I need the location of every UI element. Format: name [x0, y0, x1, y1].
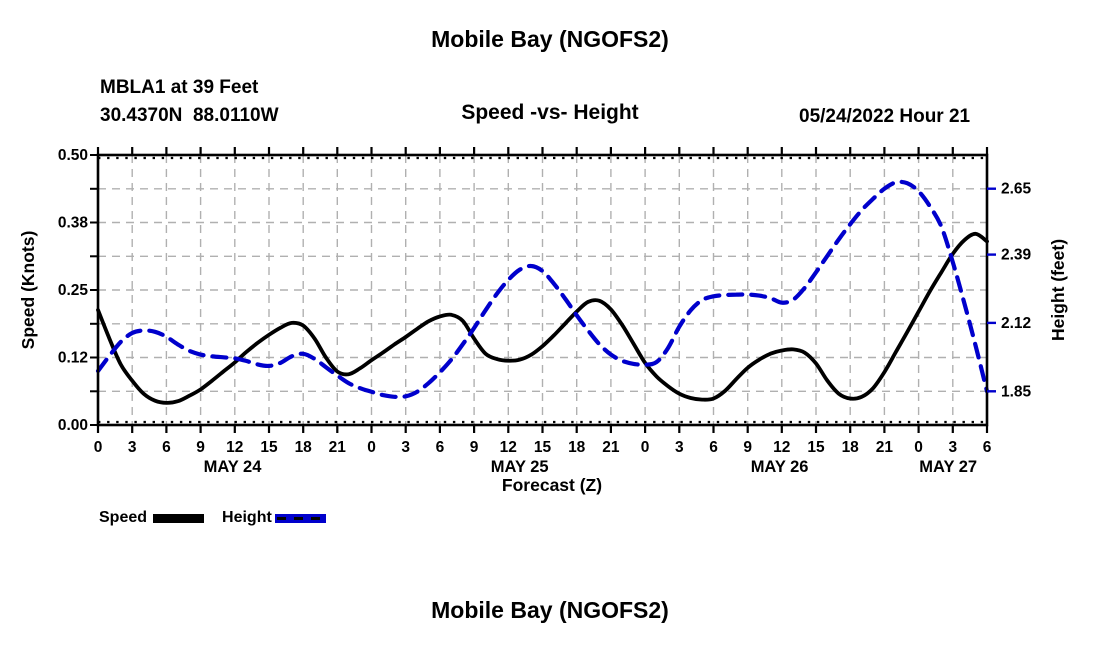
- x-tick-label: 6: [709, 439, 718, 456]
- chart-title-top: Mobile Bay (NGOFS2): [431, 26, 669, 52]
- x-tick-label: 3: [401, 439, 410, 456]
- x-tick-label: 6: [436, 439, 445, 456]
- x-tick-label: 3: [675, 439, 684, 456]
- date-label: MAY 26: [751, 458, 809, 476]
- x-tick-label: 18: [842, 439, 860, 456]
- speed-curve: [96, 231, 989, 405]
- x-tick-label: 15: [807, 439, 825, 456]
- x-tick-label: 9: [743, 439, 752, 456]
- x-tick-label: 12: [773, 439, 790, 456]
- x-tick-label: 3: [948, 439, 957, 456]
- x-tick-label: 9: [196, 439, 205, 456]
- x-tick-label: 15: [534, 439, 552, 456]
- left-axis-title: Speed (Knots): [18, 231, 38, 350]
- x-tick-label: 21: [876, 439, 894, 456]
- right-axis-title: Height (feet): [1048, 239, 1068, 341]
- x-tick-label: 12: [500, 439, 517, 456]
- legend-height-line-swatch: [274, 513, 326, 523]
- date-label: MAY 24: [204, 458, 263, 476]
- x-tick-label: 21: [602, 439, 620, 456]
- x-tick-label: 18: [295, 439, 313, 456]
- right-tick-label: 2.12: [1001, 315, 1031, 332]
- date-label: MAY 27: [919, 458, 977, 476]
- date-label: MAY 25: [491, 458, 549, 476]
- x-tick-label: 12: [226, 439, 243, 456]
- plot-legend: Speed Height: [99, 509, 326, 527]
- chart-title-bottom: Mobile Bay (NGOFS2): [431, 597, 669, 623]
- x-tick-label: 9: [470, 439, 479, 456]
- right-tick-label: 2.39: [1001, 247, 1032, 264]
- left-tick-label: 0.25: [58, 282, 89, 299]
- x-tick-label: 0: [914, 439, 923, 456]
- x-tick-label: 21: [329, 439, 347, 456]
- left-tick-label: 0.00: [58, 417, 88, 434]
- right-tick-label: 1.85: [1001, 383, 1032, 400]
- x-tick-label: 6: [983, 439, 992, 456]
- legend-height-dash-pattern: [276, 516, 324, 520]
- x-tick-label: 18: [568, 439, 586, 456]
- legend-speed-label: Speed: [99, 509, 148, 526]
- station-id: MBLA1 at 39 Feet: [100, 77, 259, 98]
- x-tick-label: 0: [641, 439, 650, 456]
- x-tick-label: 0: [367, 439, 376, 456]
- left-tick-label: 0.38: [58, 215, 89, 232]
- plot-subtitle: Speed -vs- Height: [461, 101, 639, 124]
- x-tick-label: 6: [162, 439, 171, 456]
- legend-height-label: Height: [222, 509, 272, 526]
- height-curve: [95, 179, 990, 400]
- left-tick-label: 0.50: [58, 147, 88, 164]
- right-tick-label: 2.65: [1001, 181, 1032, 198]
- x-tick-label: 15: [260, 439, 278, 456]
- forecast-datetime: 05/24/2022 Hour 21: [799, 106, 971, 127]
- x-tick-label: 0: [94, 439, 103, 456]
- x-axis-title: Forecast (Z): [502, 475, 602, 495]
- x-tick-label: 3: [128, 439, 137, 456]
- left-tick-label: 0.12: [58, 350, 88, 367]
- station-coordinates: 30.4370N 88.0110W: [100, 105, 279, 126]
- legend-speed-line-swatch: [153, 513, 205, 523]
